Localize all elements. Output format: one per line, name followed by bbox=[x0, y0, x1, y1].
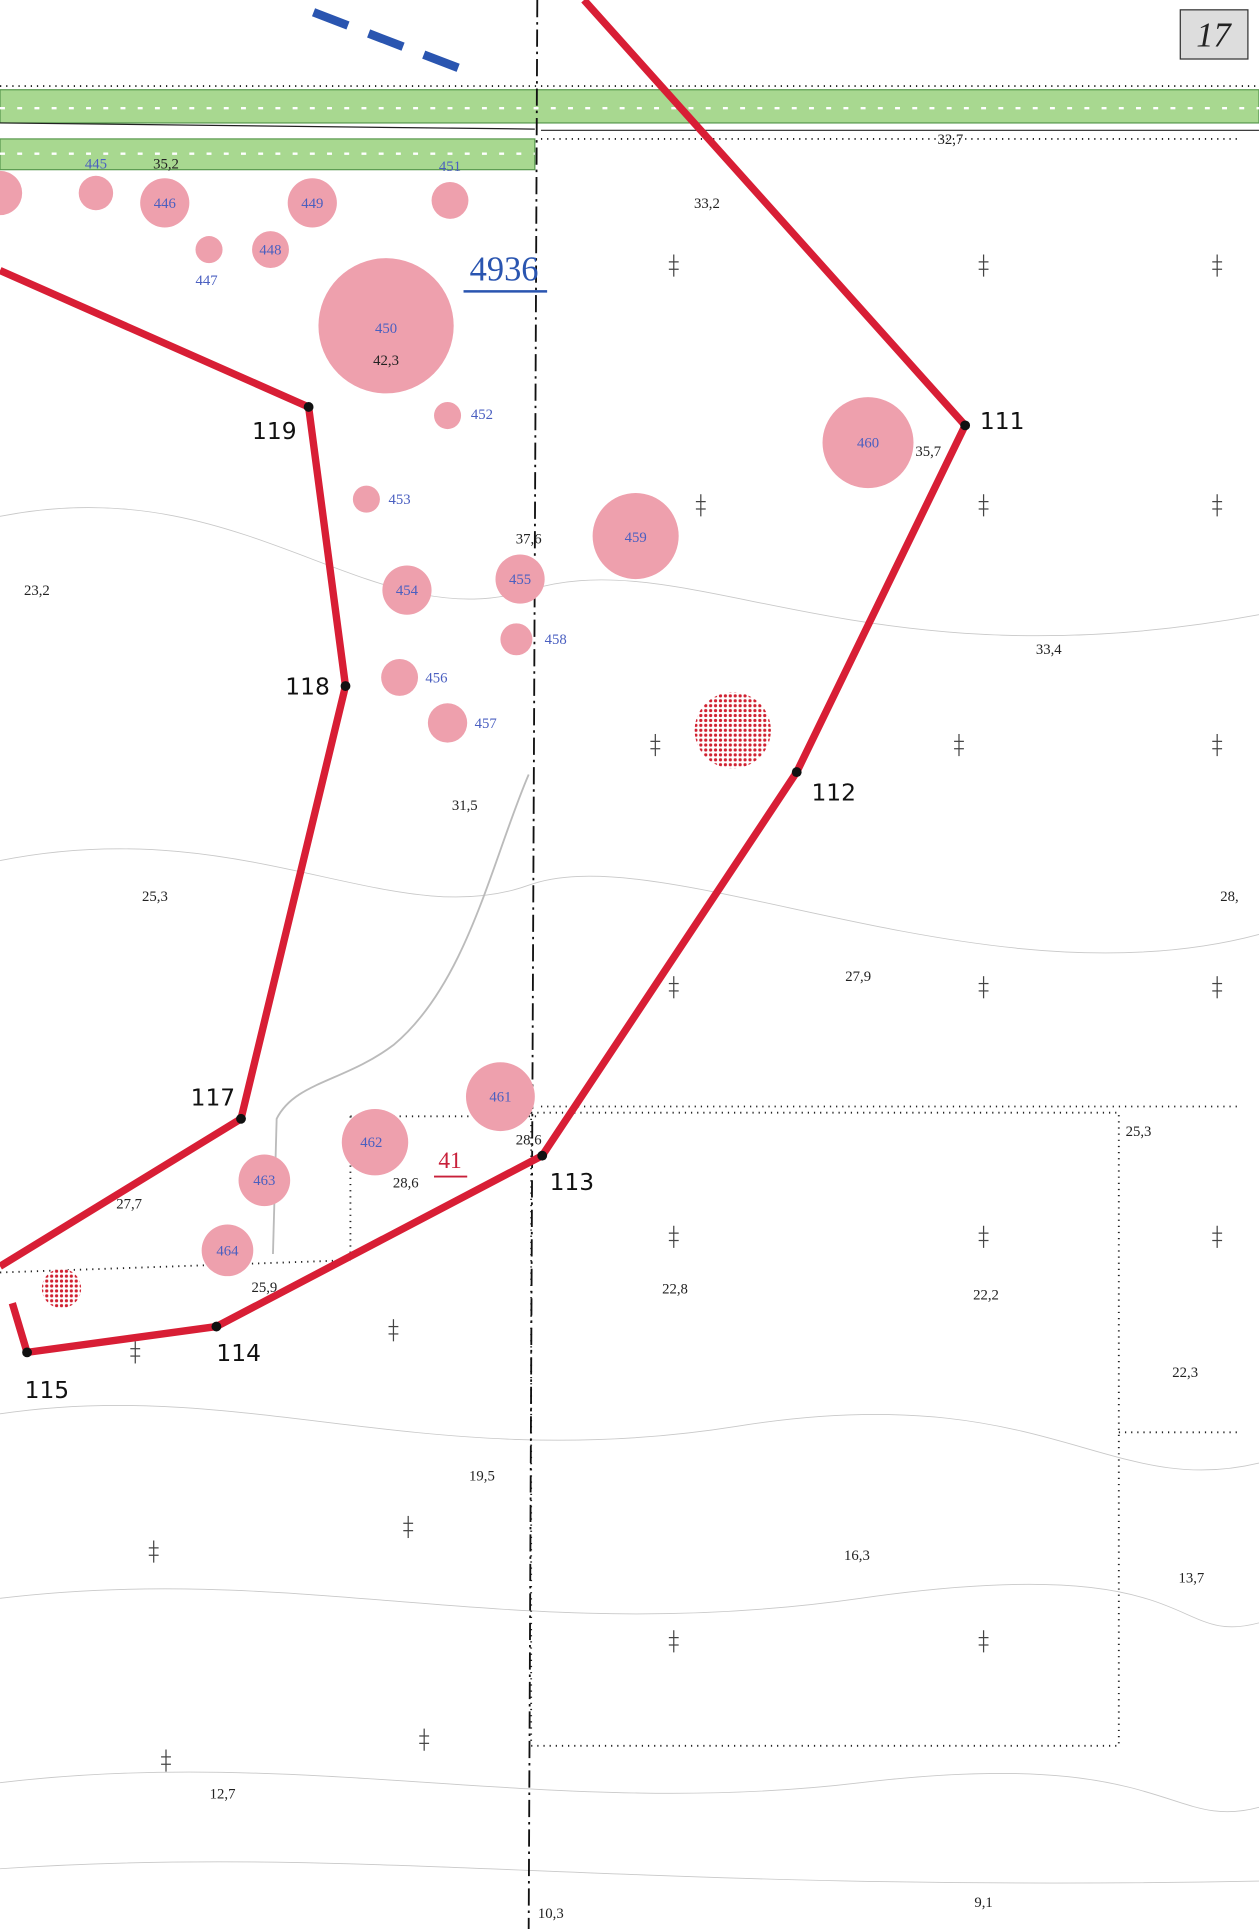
elevation: 35,2 bbox=[153, 156, 179, 172]
boundary-point bbox=[791, 767, 802, 778]
elevation: 28,6 bbox=[516, 1133, 542, 1149]
tree bbox=[318, 258, 454, 394]
tree-label: 462 bbox=[360, 1135, 382, 1151]
tree bbox=[427, 703, 468, 743]
elevation: 28, bbox=[1220, 889, 1238, 905]
elevation: 27,9 bbox=[845, 969, 871, 985]
tree bbox=[195, 236, 223, 264]
point-label: 118 bbox=[285, 673, 330, 701]
tree bbox=[822, 397, 914, 489]
point-label: 112 bbox=[811, 778, 856, 806]
tree bbox=[382, 565, 432, 615]
boundary-point bbox=[340, 681, 351, 691]
tree-label: 453 bbox=[389, 492, 411, 508]
elevation: 19,5 bbox=[469, 1468, 495, 1484]
tree bbox=[434, 402, 462, 430]
elevation: 9,1 bbox=[974, 1895, 992, 1911]
point-label: 115 bbox=[25, 1376, 70, 1404]
tree bbox=[0, 170, 23, 216]
tree-label: 450 bbox=[375, 321, 397, 337]
tree-label: 457 bbox=[475, 716, 497, 732]
elevation: 22,3 bbox=[1172, 1365, 1198, 1381]
tree-label: 463 bbox=[253, 1173, 275, 1189]
tree bbox=[500, 623, 533, 656]
tree bbox=[252, 231, 289, 269]
sheet-box bbox=[1179, 9, 1249, 60]
dotted-boundaries bbox=[0, 85, 1259, 1747]
tree bbox=[465, 1062, 535, 1132]
tree-label: 460 bbox=[857, 436, 879, 452]
elevation: 10,3 bbox=[538, 1906, 564, 1922]
tree bbox=[287, 178, 337, 228]
elevation: 32,7 bbox=[937, 132, 963, 148]
elevation: 25,3 bbox=[142, 889, 168, 905]
dash-dot-line bbox=[527, 0, 539, 1929]
tree bbox=[431, 181, 469, 219]
elevation: 33,4 bbox=[1036, 642, 1062, 658]
point-label: 111 bbox=[980, 407, 1025, 435]
tree-label: 448 bbox=[259, 242, 281, 258]
parcel-number: 41 bbox=[438, 1148, 461, 1174]
boundary-point bbox=[211, 1321, 222, 1332]
boundary-point bbox=[236, 1113, 246, 1124]
tree bbox=[201, 1224, 254, 1277]
green-strip bbox=[0, 89, 1259, 124]
elevation: 22,8 bbox=[662, 1281, 688, 1297]
tree-label: 464 bbox=[216, 1243, 239, 1259]
elevation: 25,3 bbox=[1126, 1124, 1152, 1140]
tree bbox=[238, 1154, 291, 1207]
boundary-point bbox=[22, 1347, 32, 1358]
elevation: 28,6 bbox=[393, 1176, 419, 1192]
tree bbox=[495, 554, 545, 604]
point-label: 117 bbox=[191, 1083, 236, 1111]
boundary-point bbox=[537, 1150, 548, 1161]
elevation: 33,2 bbox=[694, 196, 720, 212]
point-label: 114 bbox=[216, 1339, 261, 1367]
road-edge bbox=[0, 122, 535, 130]
tree-label: 447 bbox=[196, 273, 218, 289]
contours bbox=[0, 507, 1259, 1884]
elevation: 22,2 bbox=[973, 1288, 999, 1304]
elevation: 27,7 bbox=[116, 1197, 142, 1213]
sheet-number: 17 bbox=[1196, 17, 1232, 55]
blue-dashed-line bbox=[311, 8, 469, 76]
elevation: 16,3 bbox=[844, 1548, 870, 1564]
elevation: 25,9 bbox=[251, 1280, 277, 1296]
tree-label: 454 bbox=[396, 583, 419, 599]
tree-label: 446 bbox=[154, 196, 176, 212]
tree bbox=[78, 175, 114, 211]
tree-label: 459 bbox=[625, 530, 647, 546]
tree-label: 455 bbox=[509, 572, 531, 588]
boundary-point bbox=[303, 402, 314, 412]
tree-label: 452 bbox=[471, 407, 493, 423]
tree-label: 449 bbox=[301, 196, 323, 212]
parcel-number: 4936 bbox=[470, 250, 539, 288]
elevation: 42,3 bbox=[373, 353, 399, 369]
elevation: 13,7 bbox=[1178, 1570, 1204, 1586]
hatched-area bbox=[41, 1268, 82, 1309]
tree bbox=[592, 493, 679, 580]
hatched-area bbox=[694, 692, 771, 769]
tree bbox=[341, 1108, 409, 1176]
tree bbox=[140, 178, 190, 228]
tree-label: 456 bbox=[425, 670, 447, 686]
elevation: 12,7 bbox=[210, 1787, 236, 1803]
tree-label: 451 bbox=[439, 159, 461, 175]
tree-symbols bbox=[130, 254, 1223, 1772]
tree-label: 445 bbox=[85, 156, 107, 172]
tree-label: 461 bbox=[489, 1090, 511, 1106]
tree-label: 458 bbox=[545, 632, 567, 648]
boundary-point bbox=[960, 420, 971, 431]
tree bbox=[352, 485, 380, 513]
elevation: 35,7 bbox=[915, 444, 941, 460]
tree bbox=[381, 658, 419, 696]
path bbox=[272, 774, 530, 1255]
point-label: 119 bbox=[252, 417, 297, 445]
point-label: 113 bbox=[550, 1168, 595, 1196]
elevation: 23,2 bbox=[24, 583, 50, 599]
elevation: 37,6 bbox=[516, 531, 542, 547]
elevation: 31,5 bbox=[452, 798, 478, 814]
